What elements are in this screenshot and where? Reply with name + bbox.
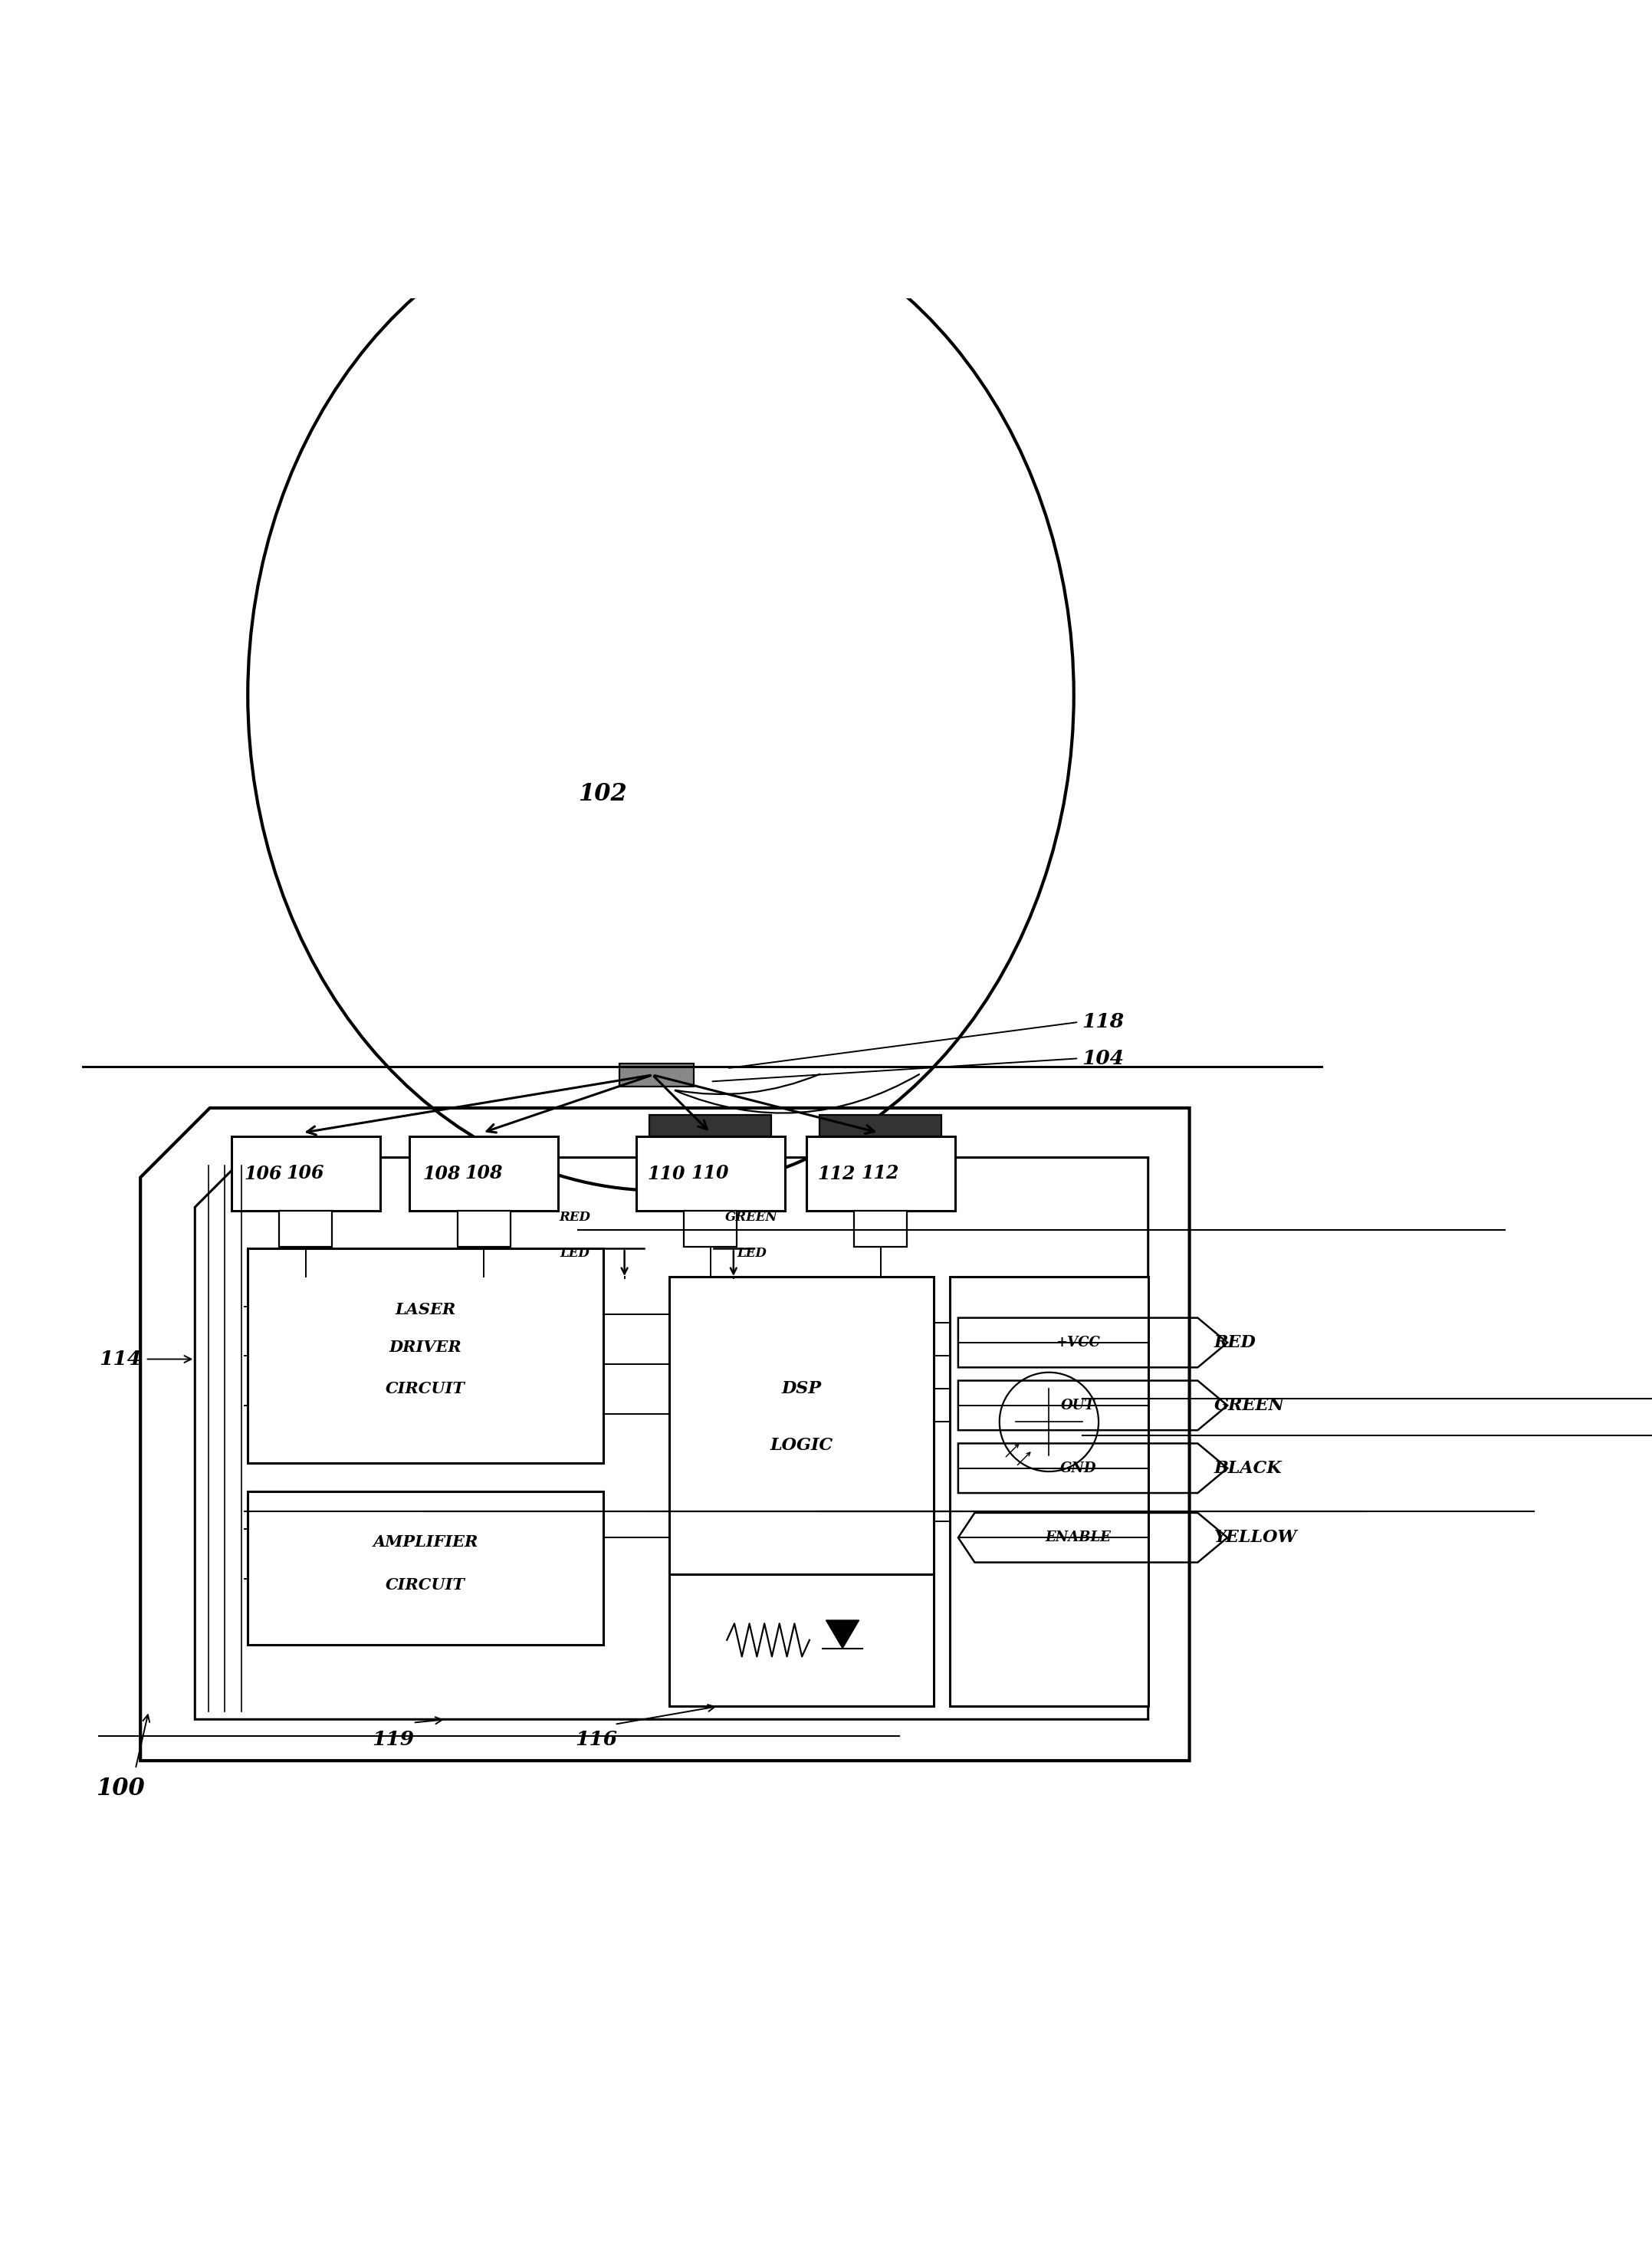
Text: GREEN: GREEN (1214, 1397, 1285, 1415)
Bar (620, 1064, 694, 1086)
Text: CIRCUIT: CIRCUIT (385, 1381, 466, 1397)
Bar (248, 1491, 603, 1644)
Text: 106: 106 (287, 1165, 324, 1183)
Text: 100: 100 (96, 1777, 145, 1801)
Text: GREEN: GREEN (725, 1210, 778, 1223)
Bar (636, 1136, 785, 1210)
Text: 118: 118 (1082, 1012, 1125, 1032)
Text: 102: 102 (578, 783, 628, 805)
Text: 110: 110 (648, 1165, 686, 1183)
Text: LED: LED (560, 1246, 590, 1259)
Bar (410, 1136, 558, 1210)
Text: RED: RED (1214, 1334, 1256, 1352)
Bar (279, 1210, 332, 1246)
Bar (248, 1248, 603, 1464)
Text: AMPLIFIER: AMPLIFIER (373, 1534, 477, 1550)
Text: DSP: DSP (781, 1381, 821, 1397)
Bar (950, 1277, 1148, 1707)
Text: 114: 114 (99, 1349, 142, 1370)
Text: +VCC: +VCC (1056, 1336, 1100, 1349)
Bar (649, 1116, 771, 1136)
Text: ENABLE: ENABLE (1046, 1532, 1110, 1545)
Text: OUT: OUT (1061, 1399, 1095, 1412)
Bar (684, 1210, 737, 1246)
Text: CIRCUIT: CIRCUIT (385, 1577, 466, 1592)
Text: 108: 108 (466, 1165, 502, 1183)
Text: 112: 112 (818, 1165, 856, 1183)
Bar (669, 1277, 933, 1574)
Text: LED: LED (737, 1246, 767, 1259)
Bar (819, 1116, 942, 1136)
Text: 112: 112 (862, 1165, 899, 1183)
Bar (231, 1136, 380, 1210)
Text: 116: 116 (575, 1729, 618, 1750)
Text: 119: 119 (372, 1729, 415, 1750)
Text: 108: 108 (423, 1165, 461, 1183)
Text: RED: RED (560, 1210, 590, 1223)
Text: 106: 106 (244, 1165, 282, 1183)
Bar (669, 1574, 933, 1707)
Text: LASER: LASER (395, 1302, 456, 1318)
Text: GND: GND (1059, 1462, 1097, 1475)
Text: 104: 104 (1082, 1048, 1125, 1068)
Polygon shape (826, 1619, 859, 1649)
Bar (854, 1210, 907, 1246)
Text: 110: 110 (692, 1165, 729, 1183)
Text: YELLOW: YELLOW (1214, 1529, 1297, 1545)
Bar (458, 1210, 510, 1246)
Text: BLACK: BLACK (1214, 1460, 1282, 1478)
Text: LOGIC: LOGIC (770, 1437, 833, 1453)
Text: DRIVER: DRIVER (390, 1340, 461, 1356)
Bar (806, 1136, 955, 1210)
